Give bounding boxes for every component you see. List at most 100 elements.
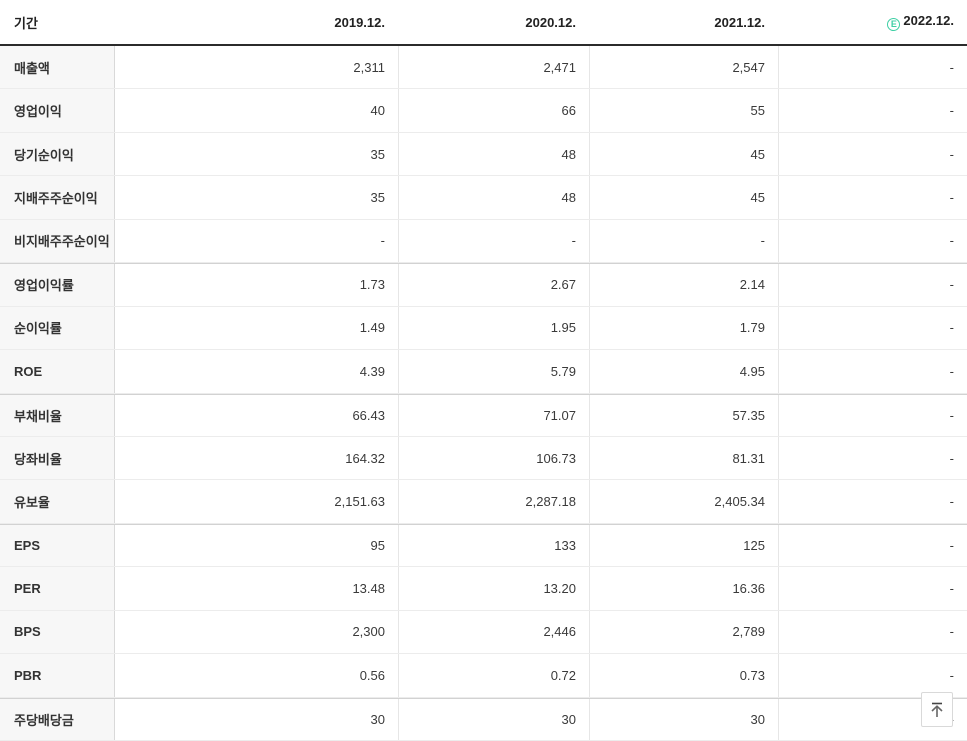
row-label: 부채비율	[0, 394, 115, 436]
cell-value: 125	[589, 524, 778, 567]
header-col-2022-label: 2022.12.	[903, 13, 954, 29]
cell-value: 2.67	[398, 264, 589, 306]
cell-value: 5.79	[398, 350, 589, 393]
cell-value: 48	[398, 132, 589, 176]
table-header-row: 기간 2019.12. 2020.12. 2021.12. E 2022.12.	[0, 0, 967, 46]
cell-value: 4.39	[359, 363, 385, 379]
cell-value: 2,311	[353, 59, 385, 75]
cell-value: 2,446	[398, 610, 589, 654]
row-label: 영업이익	[0, 89, 115, 132]
table-row: 당기순이익 35 48 45-	[0, 132, 967, 177]
cell-value: 2,300	[352, 624, 385, 640]
cell-value: 2,789	[589, 610, 778, 654]
row-label: 순이익률	[0, 306, 115, 350]
cell-value: 45	[589, 132, 778, 176]
cell-value: 81.31	[589, 436, 778, 480]
cell-value: 2,405.34	[589, 480, 778, 523]
cell-value: 30	[398, 698, 589, 740]
row-label: PER	[0, 567, 115, 610]
cell-value: -	[778, 567, 967, 610]
cell-value: 1.95	[398, 306, 589, 350]
cell-value: 35	[370, 146, 385, 162]
scroll-to-top-button[interactable]	[921, 692, 953, 727]
cell-value: 4.95	[589, 350, 778, 393]
cell-value: 66.43	[352, 407, 385, 423]
cell-value: -	[778, 264, 967, 306]
cell-value: -	[778, 89, 967, 132]
table-row: 당좌비율 164.32 106.73 81.31-	[0, 436, 967, 481]
row-label: 당좌비율	[0, 436, 115, 480]
table-row: 비지배주주순이익 - - - -	[0, 219, 967, 264]
table-row: 영업이익률 1.73 2.67 2.14-	[0, 263, 967, 307]
header-col-2020: 2020.12.	[525, 14, 576, 30]
table-body: 매출액 2,311 2,471 2,547- 영업이익 40 66 55- 당기순이익 35 48 4…	[0, 46, 967, 741]
table-row: PER 13.48 13.20 16.36-	[0, 567, 967, 611]
row-label: 영업이익률	[0, 264, 115, 306]
cell-value: 35	[370, 190, 385, 206]
cell-value: 13.48	[352, 580, 385, 596]
cell-value: 164.32	[345, 450, 385, 466]
row-label: 당기순이익	[0, 132, 115, 176]
cell-value: 2,287.18	[398, 480, 589, 523]
row-label: BPS	[0, 610, 115, 654]
cell-value: 30	[370, 711, 385, 727]
cell-value: 45	[589, 176, 778, 219]
table-row: PBR 0.56 0.72 0.73-	[0, 654, 967, 698]
row-label: 유보율	[0, 480, 115, 523]
cell-value: -	[778, 394, 967, 436]
cell-value: 30	[589, 698, 778, 740]
cell-value: 1.79	[589, 306, 778, 350]
row-label: PBR	[0, 654, 115, 697]
cell-value: 0.72	[398, 654, 589, 697]
cell-value: 0.73	[589, 654, 778, 697]
cell-value: 48	[398, 176, 589, 219]
row-label: 비지배주주순이익	[0, 219, 115, 263]
cell-value: -	[398, 219, 589, 263]
table-row: 영업이익 40 66 55-	[0, 89, 967, 133]
table-row: 유보율 2,151.63 2,287.18 2,405.34-	[0, 480, 967, 524]
cell-value: -	[778, 219, 967, 263]
cell-value: -	[778, 306, 967, 350]
table-row: 부채비율 66.43 71.07 57.35-	[0, 393, 967, 437]
table-row: EPS 95 133 125-	[0, 523, 967, 568]
cell-value: 1.49	[359, 320, 385, 336]
cell-value: 2.14	[589, 264, 778, 306]
cell-value: -	[778, 480, 967, 523]
cell-value: 133	[398, 524, 589, 567]
cell-value: 16.36	[589, 567, 778, 610]
cell-value: 2,547	[589, 46, 778, 89]
header-period-label: 기간	[14, 15, 38, 31]
cell-value: -	[778, 610, 967, 654]
cell-value: 57.35	[589, 394, 778, 436]
row-label: 주당배당금	[0, 698, 115, 740]
header-col-2021: 2021.12.	[714, 14, 765, 30]
cell-value: 106.73	[398, 436, 589, 480]
row-label: ROE	[0, 350, 115, 393]
cell-value: 40	[370, 103, 385, 119]
cell-value: -	[778, 654, 967, 697]
cell-value: 0.56	[359, 667, 385, 683]
cell-value: 55	[589, 89, 778, 132]
cell-value: -	[778, 350, 967, 393]
table-row: ROE 4.39 5.79 4.95-	[0, 350, 967, 394]
header-col-2022: E 2022.12.	[778, 13, 967, 31]
cell-value: -	[778, 436, 967, 480]
cell-value: -	[589, 219, 778, 263]
cell-value: -	[778, 132, 967, 176]
arrow-up-to-top-icon	[927, 700, 947, 720]
cell-value: 66	[398, 89, 589, 132]
cell-value: -	[778, 524, 967, 567]
cell-value: 1.73	[359, 277, 385, 293]
row-label: 매출액	[0, 46, 115, 89]
cell-value: -	[380, 233, 385, 249]
cell-value: 2,151.63	[334, 494, 385, 510]
row-label: EPS	[0, 524, 115, 567]
cell-value: 2,471	[398, 46, 589, 89]
cell-value: 71.07	[398, 394, 589, 436]
cell-value: 95	[370, 538, 385, 554]
cell-value: -	[778, 46, 967, 89]
table-row: 순이익률 1.49 1.95 1.79-	[0, 306, 967, 351]
